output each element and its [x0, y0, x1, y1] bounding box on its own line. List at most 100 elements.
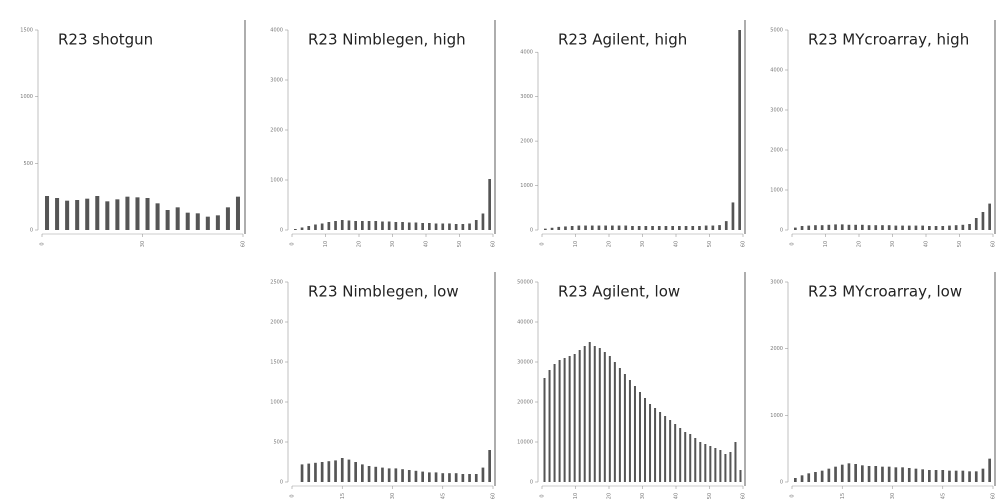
x-tick-label: 10	[823, 241, 829, 247]
y-tick-label: 2000	[520, 139, 533, 145]
y-tick-label: 3000	[770, 108, 783, 114]
bar	[637, 226, 641, 230]
bar	[347, 459, 351, 482]
chart-title: R23 Nimblegen, high	[308, 31, 466, 49]
x-tick-label: 20	[607, 493, 613, 499]
y-tick-label: 3000	[270, 78, 283, 84]
bar	[320, 462, 324, 482]
bar	[679, 428, 682, 482]
bar	[603, 352, 606, 482]
bar	[800, 475, 804, 482]
chart-title: R23 Agilent, low	[558, 283, 680, 301]
x-tick-label: 15	[340, 493, 346, 499]
bar	[314, 224, 317, 230]
bar	[669, 420, 672, 482]
bar	[981, 212, 985, 230]
y-tick-label: 0	[30, 228, 33, 234]
x-tick-label: 30	[640, 493, 646, 499]
bar	[558, 360, 561, 482]
bar	[921, 469, 924, 482]
y-tick-label: 0	[530, 480, 533, 486]
bar	[578, 350, 581, 482]
bar	[874, 225, 878, 230]
bar	[704, 444, 707, 482]
x-tick-label: 45	[440, 493, 446, 499]
bar	[461, 474, 465, 482]
bar	[649, 404, 652, 482]
bar	[861, 465, 864, 482]
bar	[834, 466, 837, 482]
x-tick-label: 15	[840, 493, 846, 499]
bar	[968, 471, 971, 482]
bar	[684, 226, 688, 230]
x-tick-label: 0	[40, 242, 46, 245]
bar	[334, 460, 337, 482]
bar	[401, 222, 404, 230]
bar	[948, 225, 951, 230]
bar	[448, 473, 451, 482]
y-tick-label: 0	[780, 228, 783, 234]
bar	[941, 470, 945, 482]
bar	[125, 196, 130, 230]
bar	[794, 227, 797, 230]
bar	[664, 226, 668, 230]
bar	[488, 179, 491, 230]
y-tick-label: 1000	[20, 94, 33, 100]
bar	[887, 466, 891, 482]
bar	[590, 225, 594, 230]
bar	[928, 226, 931, 230]
bar	[734, 442, 737, 482]
bar	[454, 473, 458, 482]
bar	[921, 225, 924, 230]
x-tick-label: 10	[573, 241, 579, 247]
bar	[401, 469, 404, 482]
x-tick-label: 0	[540, 242, 546, 245]
bar	[820, 470, 824, 482]
bar	[714, 448, 717, 482]
y-tick-label: 2000	[270, 320, 283, 326]
bar	[468, 474, 471, 482]
bar	[367, 466, 371, 482]
y-tick-label: 1000	[770, 188, 783, 194]
bar	[731, 202, 735, 230]
bar	[867, 225, 871, 230]
bar	[807, 473, 811, 482]
y-tick-label: 500	[23, 161, 33, 167]
bar	[434, 223, 438, 230]
y-tick-label: 0	[280, 228, 283, 234]
x-tick-label: 0	[540, 494, 546, 497]
bar	[623, 374, 626, 482]
bar	[988, 458, 991, 482]
bar	[907, 468, 911, 482]
bar	[611, 225, 614, 230]
bar	[794, 478, 797, 482]
bar	[901, 225, 904, 230]
bar	[481, 467, 485, 482]
bar	[381, 221, 384, 230]
bar	[461, 224, 465, 230]
bar	[488, 450, 491, 482]
bar	[800, 226, 804, 230]
x-tick-label: 60	[991, 493, 997, 499]
bar	[691, 226, 695, 230]
x-tick-label: 40	[924, 241, 930, 247]
bar	[881, 225, 884, 230]
y-tick-label: 4000	[270, 28, 283, 34]
x-tick-label: 60	[741, 241, 747, 247]
x-tick-label: 40	[424, 241, 430, 247]
bar	[361, 464, 364, 482]
bar	[827, 224, 831, 230]
bar	[573, 354, 576, 482]
bar	[394, 222, 398, 230]
y-tick-label: 50000	[517, 280, 533, 286]
bar	[718, 225, 721, 230]
bar	[55, 198, 60, 230]
bar	[654, 408, 657, 482]
bar	[294, 229, 297, 230]
x-tick-label: 30	[390, 493, 396, 499]
chart-title: R23 shotgun	[58, 31, 153, 49]
bar	[689, 434, 692, 482]
y-tick-label: 0	[780, 480, 783, 486]
y-tick-label: 20000	[517, 400, 533, 406]
bar	[704, 225, 708, 230]
